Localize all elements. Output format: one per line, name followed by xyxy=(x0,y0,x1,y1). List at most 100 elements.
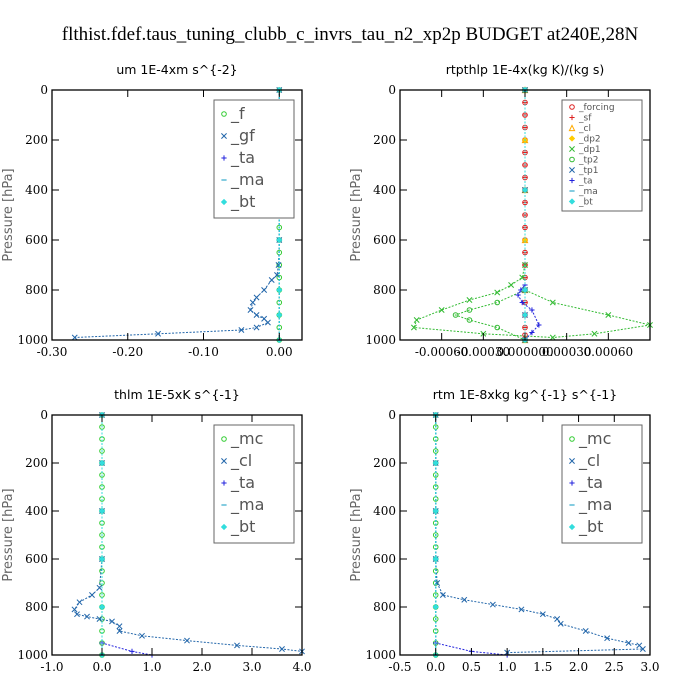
x-tick-label: 4.0 xyxy=(292,660,311,674)
data-point xyxy=(274,272,280,278)
y-tick-label: 600 xyxy=(373,233,396,247)
panel-3: thlm 1E-5xK s^{-1} Pressure [hPa] 0 200 400 6… xyxy=(1,387,312,674)
data-point xyxy=(521,311,529,319)
x-tick-label: 0.0 xyxy=(426,660,445,674)
data-point xyxy=(604,635,611,642)
data-point xyxy=(238,327,245,333)
series-cl xyxy=(432,412,646,656)
data-point xyxy=(557,620,564,627)
y-tick-label: 1000 xyxy=(365,648,396,662)
legend-entry: _tp1 xyxy=(578,166,598,176)
legend-entry: _bt xyxy=(578,517,603,537)
series-dp1 xyxy=(410,87,653,341)
legend-marker xyxy=(221,133,227,139)
y-axis-label: Pressure [hPa] xyxy=(1,488,16,581)
data-point xyxy=(432,448,439,454)
legend-marker xyxy=(569,114,575,121)
legend-marker xyxy=(569,177,575,184)
legend-entry: _bt xyxy=(578,198,593,208)
y-tick-label: 0 xyxy=(40,408,48,422)
data-point xyxy=(249,299,256,306)
data-point xyxy=(264,319,271,326)
legend-entry: _dp1 xyxy=(578,145,601,155)
data-point xyxy=(98,603,106,611)
data-point xyxy=(521,236,529,244)
x-tick-label: 2.0 xyxy=(569,660,588,674)
data-point xyxy=(529,329,535,336)
x-tick-label: -0.30 xyxy=(37,345,68,359)
data-point xyxy=(508,282,515,288)
data-point xyxy=(234,642,240,649)
legend-entry: _sf xyxy=(578,114,592,124)
legend-marker xyxy=(221,458,227,464)
data-point xyxy=(276,286,283,294)
legend-entry: _bt xyxy=(230,517,255,537)
data-point xyxy=(275,262,282,268)
data-point xyxy=(591,330,598,337)
y-tick-label: 200 xyxy=(25,133,48,147)
y-axis-label: Pressure [hPa] xyxy=(1,168,16,261)
x-tick-label: -0.10 xyxy=(188,345,219,359)
panel-title: thlm 1E-5xK s^{-1} xyxy=(114,387,240,402)
legend-marker xyxy=(221,480,227,486)
plot-frame xyxy=(399,414,651,656)
data-point xyxy=(253,324,260,331)
y-tick-label: 400 xyxy=(373,183,396,197)
panel-1: um 1E-4xm s^{-2} Pressure [hPa] 0 200 400 600… xyxy=(1,62,303,359)
figure-title: flthist.fdef.taus_tuning_clubb_c_invrs_t… xyxy=(62,24,639,45)
data-point xyxy=(461,596,468,603)
data-point xyxy=(639,646,646,652)
legend-entry: _ma xyxy=(578,187,598,197)
series-bt xyxy=(432,411,439,659)
legend-entry: _ma xyxy=(230,170,264,190)
plot-frame xyxy=(51,89,303,341)
data-point xyxy=(432,459,439,467)
data-point xyxy=(605,312,612,318)
x-tick-label: 3.0 xyxy=(640,660,659,674)
data-point xyxy=(549,334,556,341)
data-point xyxy=(96,584,103,591)
legend-entry: _tp2 xyxy=(578,156,598,166)
legend-entry: _forcing xyxy=(578,103,615,113)
data-point xyxy=(432,603,439,611)
legend-box xyxy=(213,424,295,544)
data-point xyxy=(494,324,501,331)
panel-title: um 1E-4xm s^{-2} xyxy=(116,62,237,77)
series-ta xyxy=(515,87,542,343)
y-tick-label: 0 xyxy=(388,408,396,422)
y-tick-label: 0 xyxy=(388,83,396,97)
data-point xyxy=(582,628,589,634)
data-point xyxy=(71,606,78,613)
data-point xyxy=(268,277,275,283)
series-line xyxy=(435,415,508,656)
x-tick-label: 0.0 xyxy=(92,660,111,674)
data-point xyxy=(99,448,105,454)
data-point xyxy=(84,613,90,620)
legend-marker xyxy=(569,146,575,152)
x-tick-label: -0.00060 xyxy=(415,345,469,359)
panel-4: rtm 1E-8xkg kg^{-1} s^{-1} Pressure [hPa]… xyxy=(349,387,660,674)
x-tick-label: -0.5 xyxy=(388,660,411,674)
data-point xyxy=(549,299,556,306)
legend-entry: _cl xyxy=(230,451,252,471)
data-point xyxy=(432,616,439,622)
y-tick-label: 600 xyxy=(25,233,48,247)
x-tick-label: -1.0 xyxy=(40,660,63,674)
data-point xyxy=(96,616,103,622)
data-point xyxy=(74,611,80,618)
data-point xyxy=(76,599,83,606)
x-tick-label: 2.5 xyxy=(605,660,624,674)
data-point xyxy=(279,646,285,652)
legend-marker xyxy=(221,155,227,161)
legend-entry: _ta xyxy=(230,148,255,168)
legend: _mc_cl_ta_ma_bt xyxy=(213,424,295,544)
panel-title: rtpthlp 1E-4x(kg K)/(kg s) xyxy=(446,62,605,77)
data-point xyxy=(539,611,546,618)
data-point xyxy=(98,507,106,515)
y-tick-label: 600 xyxy=(373,552,396,566)
legend-marker xyxy=(568,523,576,531)
data-point xyxy=(518,606,525,613)
y-tick-label: 600 xyxy=(25,552,48,566)
y-tick-label: 1000 xyxy=(17,333,48,347)
y-tick-label: 800 xyxy=(373,283,396,297)
